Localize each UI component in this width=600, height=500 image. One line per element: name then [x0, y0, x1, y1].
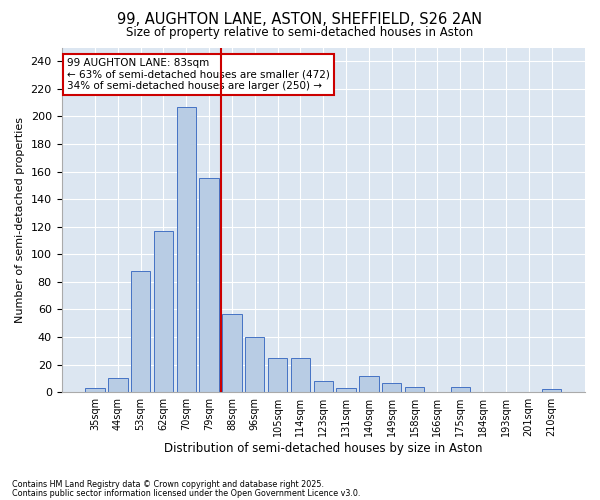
X-axis label: Distribution of semi-detached houses by size in Aston: Distribution of semi-detached houses by … — [164, 442, 482, 455]
Bar — [337, 388, 356, 392]
Text: 99 AUGHTON LANE: 83sqm
← 63% of semi-detached houses are smaller (472)
34% of se: 99 AUGHTON LANE: 83sqm ← 63% of semi-det… — [67, 58, 329, 91]
Bar — [314, 381, 333, 392]
Bar — [199, 178, 219, 392]
Bar — [268, 358, 287, 392]
Y-axis label: Number of semi-detached properties: Number of semi-detached properties — [15, 117, 25, 323]
Bar — [291, 358, 310, 392]
Bar — [382, 382, 401, 392]
Bar — [359, 376, 379, 392]
Bar — [245, 337, 265, 392]
Bar — [176, 107, 196, 392]
Bar — [542, 390, 561, 392]
Bar — [405, 386, 424, 392]
Bar — [154, 231, 173, 392]
Bar — [451, 386, 470, 392]
Text: 99, AUGHTON LANE, ASTON, SHEFFIELD, S26 2AN: 99, AUGHTON LANE, ASTON, SHEFFIELD, S26 … — [118, 12, 482, 28]
Text: Size of property relative to semi-detached houses in Aston: Size of property relative to semi-detach… — [127, 26, 473, 39]
Bar — [108, 378, 128, 392]
Text: Contains HM Land Registry data © Crown copyright and database right 2025.: Contains HM Land Registry data © Crown c… — [12, 480, 324, 489]
Text: Contains public sector information licensed under the Open Government Licence v3: Contains public sector information licen… — [12, 489, 361, 498]
Bar — [131, 271, 151, 392]
Bar — [85, 388, 105, 392]
Bar — [222, 314, 242, 392]
